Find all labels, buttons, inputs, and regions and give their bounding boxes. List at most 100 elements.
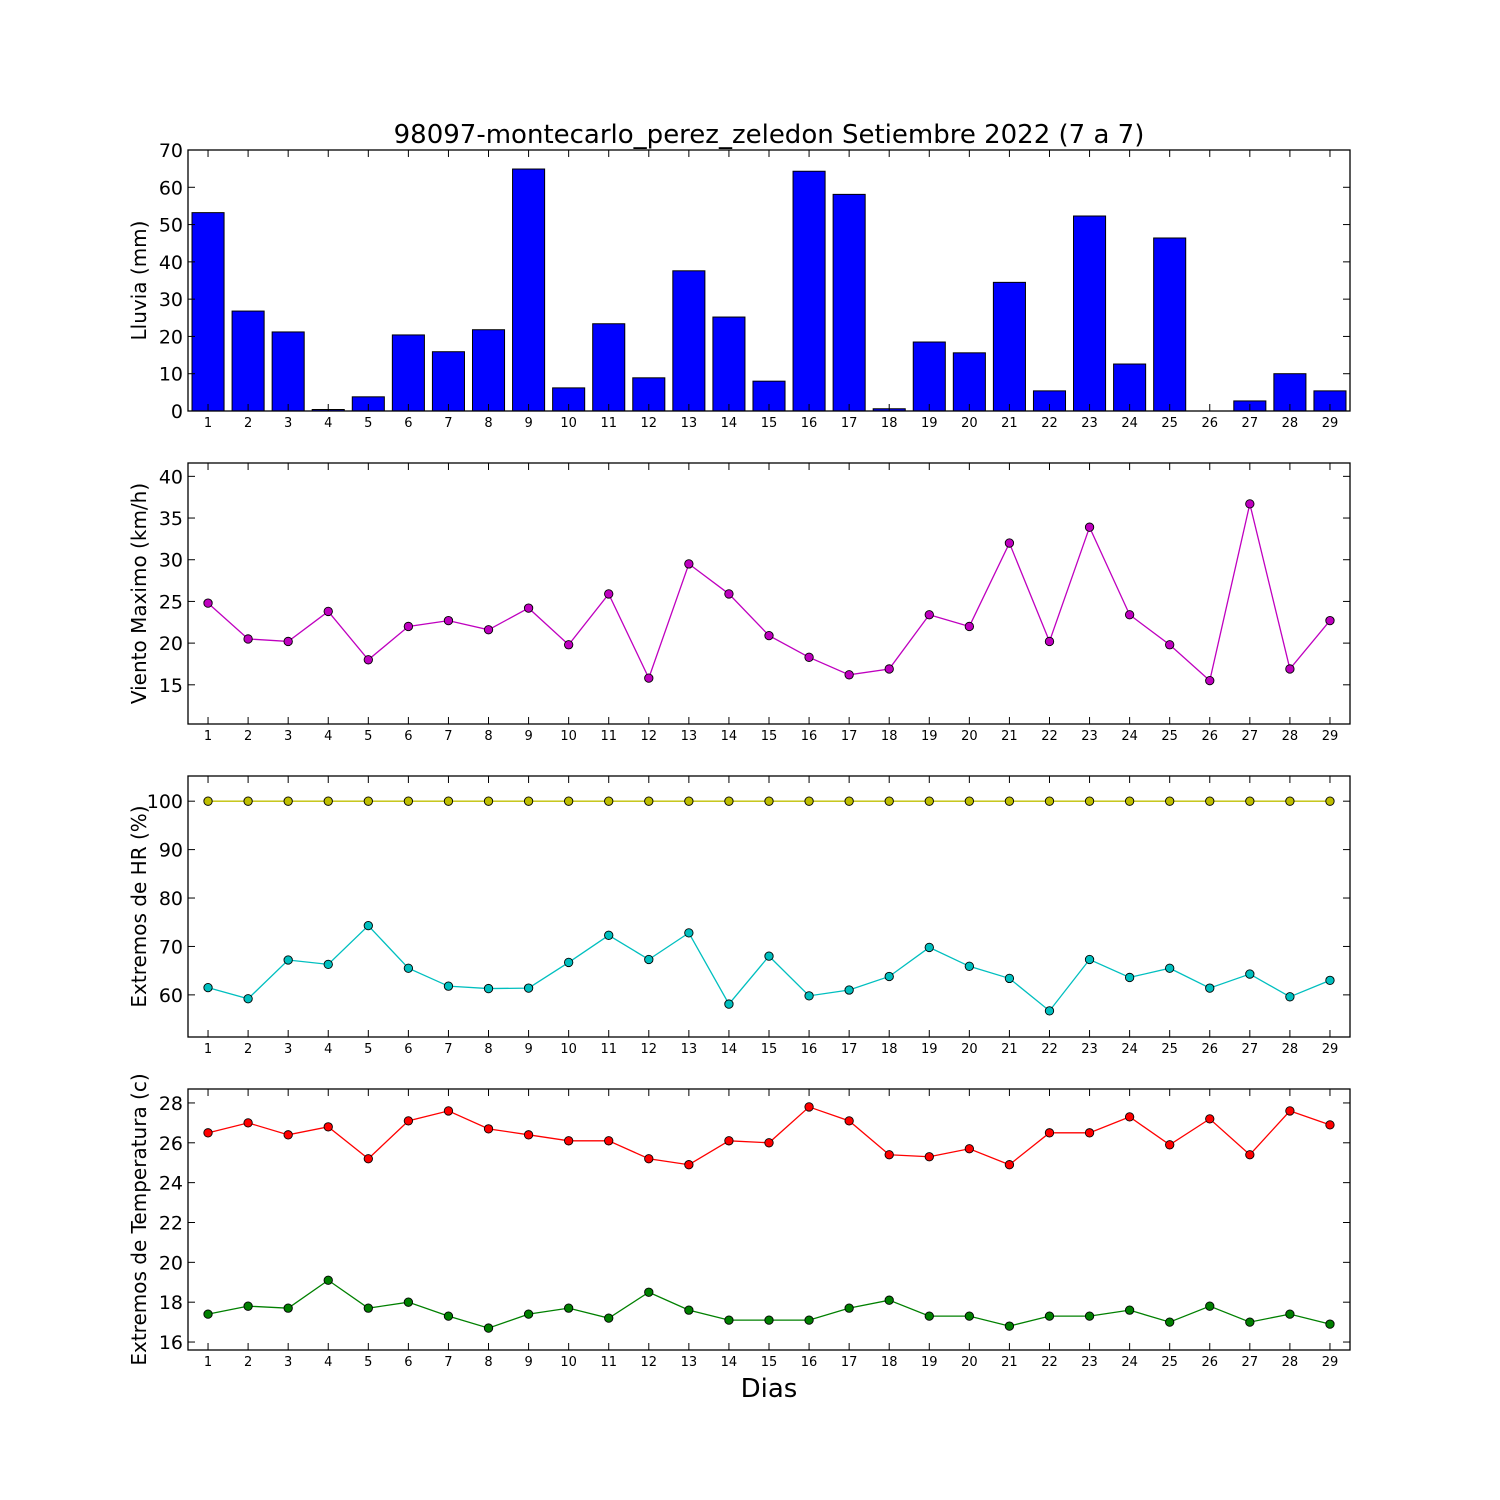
data-point (804, 1315, 814, 1325)
data-point (323, 1275, 333, 1285)
rain-bar (471, 329, 506, 412)
data-point (1165, 796, 1175, 806)
x-tick-label: 24 (1121, 1042, 1138, 1057)
data-point (523, 1130, 534, 1140)
data-point (964, 961, 974, 971)
rain-bar (672, 270, 706, 412)
x-tick-label: 28 (1282, 729, 1299, 744)
data-point (644, 673, 654, 683)
x-tick-label: 13 (681, 1042, 698, 1057)
x-tick-label: 19 (921, 1355, 938, 1370)
x-tick-label: 20 (961, 1355, 978, 1370)
x-tick-label: 15 (761, 1355, 778, 1370)
x-tick-label: 21 (1001, 1042, 1018, 1057)
x-tick-label: 27 (1242, 729, 1259, 744)
x-tick-label: 6 (404, 416, 412, 431)
x-tick-label: 26 (1201, 416, 1218, 431)
data-point (1004, 1321, 1015, 1331)
data-point (1004, 973, 1015, 984)
x-tick-label: 24 (1121, 416, 1138, 431)
data-point (764, 951, 774, 961)
x-tick-label: 4 (324, 1042, 332, 1057)
data-point (1325, 1120, 1335, 1130)
x-tick-label: 9 (524, 1355, 532, 1370)
data-point (604, 1136, 614, 1146)
x-tick-label: 20 (961, 729, 978, 744)
x-tick-label: 20 (961, 416, 978, 431)
data-point (1165, 963, 1175, 973)
data-point (564, 1136, 574, 1146)
data-point (1165, 640, 1175, 650)
data-point (363, 920, 373, 931)
data-point (243, 796, 253, 806)
x-tick-label: 23 (1081, 729, 1098, 744)
data-point (403, 1116, 414, 1126)
y-tick-label: 80 (159, 888, 183, 910)
data-point (1004, 1160, 1015, 1170)
x-tick-label: 10 (560, 729, 577, 744)
data-point (804, 796, 814, 806)
x-tick-label: 26 (1201, 1042, 1218, 1057)
x-tick-label: 9 (524, 416, 532, 431)
data-point (604, 796, 614, 806)
data-point (243, 1301, 253, 1311)
data-point (403, 963, 414, 973)
y-axis-label: Extremos de Temperatura (c) (127, 1073, 151, 1365)
data-point (564, 796, 574, 806)
x-tick-label: 23 (1081, 1355, 1098, 1370)
data-point (1044, 1006, 1055, 1016)
data-point (1205, 796, 1215, 806)
data-point (644, 1287, 654, 1297)
y-tick-label: 60 (159, 177, 183, 199)
x-tick-label: 24 (1121, 1355, 1138, 1370)
x-tick-label: 25 (1161, 729, 1178, 744)
data-point (323, 1122, 333, 1132)
rain-bar (912, 341, 946, 412)
y-tick-label: 18 (159, 1292, 183, 1314)
y-tick-label: 0 (171, 401, 183, 423)
rain-bar (1153, 237, 1187, 412)
y-tick-label: 20 (159, 1252, 183, 1274)
x-tick-label: 16 (801, 729, 818, 744)
data-point (1205, 675, 1215, 686)
x-tick-label: 28 (1282, 1355, 1299, 1370)
x-tick-label: 7 (444, 416, 452, 431)
x-tick-label: 18 (881, 1042, 898, 1057)
x-tick-label: 2 (244, 416, 252, 431)
data-point (203, 598, 213, 608)
x-tick-label: 13 (681, 729, 698, 744)
data-point (764, 1315, 774, 1325)
data-point (924, 1311, 934, 1321)
data-point (443, 615, 454, 626)
data-point (1205, 983, 1215, 993)
data-point (844, 1116, 854, 1126)
data-point (564, 1303, 574, 1313)
x-tick-label: 29 (1322, 729, 1339, 744)
data-point (884, 971, 894, 982)
data-point (1124, 1112, 1135, 1122)
x-tick-label: 8 (484, 1042, 492, 1057)
data-point (604, 1313, 614, 1323)
y-tick-label: 100 (147, 791, 183, 813)
data-point (283, 1130, 293, 1140)
data-point (644, 954, 654, 965)
x-tick-label: 15 (761, 416, 778, 431)
data-point (1205, 1301, 1215, 1311)
y-tick-label: 90 (159, 840, 183, 862)
x-tick-label: 22 (1041, 729, 1058, 744)
data-point (483, 983, 494, 994)
x-tick-label: 1 (204, 1355, 212, 1370)
data-point (564, 957, 574, 968)
data-point (203, 1309, 213, 1319)
x-tick-label: 12 (641, 1042, 658, 1057)
x-tick-label: 6 (404, 1042, 412, 1057)
x-tick-label: 16 (801, 1042, 818, 1057)
data-point (684, 928, 694, 938)
x-tick-label: 22 (1041, 416, 1058, 431)
rain-bar (271, 331, 305, 412)
data-point (403, 1297, 414, 1307)
data-point (203, 796, 213, 806)
x-tick-label: 4 (324, 729, 332, 744)
